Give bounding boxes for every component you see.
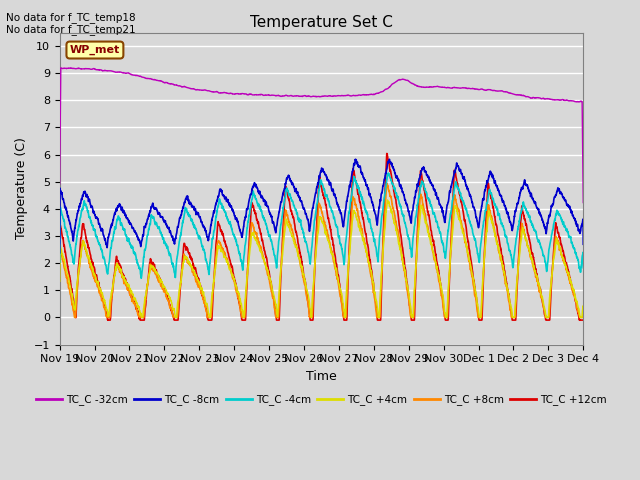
X-axis label: Time: Time <box>306 370 337 383</box>
Legend: TC_C -32cm, TC_C -8cm, TC_C -4cm, TC_C +4cm, TC_C +8cm, TC_C +12cm: TC_C -32cm, TC_C -8cm, TC_C -4cm, TC_C +… <box>32 390 611 409</box>
Text: No data for f_TC_temp18: No data for f_TC_temp18 <box>6 12 136 23</box>
Text: No data for f_TC_temp21: No data for f_TC_temp21 <box>6 24 136 35</box>
Text: WP_met: WP_met <box>70 45 120 55</box>
Y-axis label: Temperature (C): Temperature (C) <box>15 138 28 240</box>
Title: Temperature Set C: Temperature Set C <box>250 15 393 30</box>
